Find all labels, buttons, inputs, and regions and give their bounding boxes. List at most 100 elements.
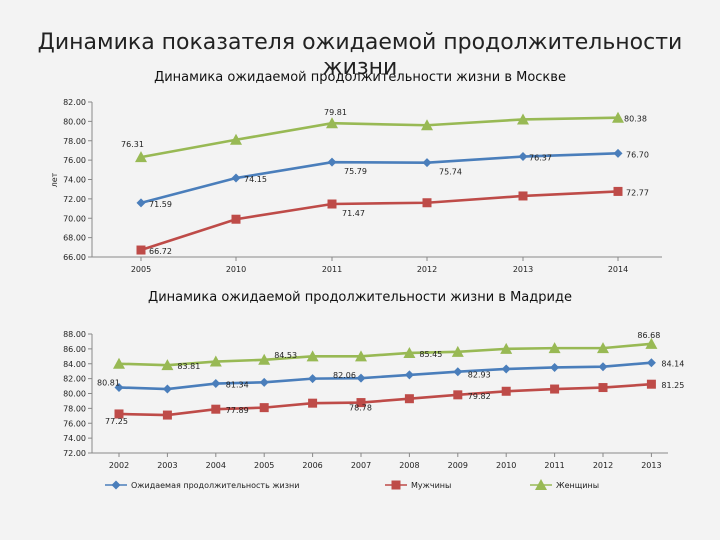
moscow-data-label: 76.37 bbox=[529, 154, 552, 163]
moscow-series-0-point bbox=[327, 157, 337, 167]
moscow-y-tick-label: 70.00 bbox=[63, 214, 86, 223]
madrid-series-1-point bbox=[162, 410, 172, 420]
moscow-series-2-line bbox=[140, 116, 619, 159]
madrid-x-tick-label: 2013 bbox=[641, 461, 661, 470]
moscow-y-tick-label: 80.00 bbox=[63, 117, 86, 126]
madrid-series-0-line bbox=[118, 361, 652, 391]
madrid-y-tick-label: 84.00 bbox=[63, 360, 86, 369]
madrid-data-label: 84.53 bbox=[274, 351, 297, 360]
madrid-series-0-point bbox=[114, 382, 124, 392]
moscow-data-label: 75.74 bbox=[439, 168, 462, 177]
madrid-series-1-point bbox=[550, 384, 560, 394]
moscow-series-0-point bbox=[518, 152, 528, 162]
moscow-x-tick-label: 2011 bbox=[322, 265, 342, 274]
moscow-series-1-point bbox=[136, 245, 146, 255]
madrid-series-1-point bbox=[404, 394, 414, 404]
madrid-series-0-point bbox=[501, 364, 511, 374]
madrid-data-label: 86.68 bbox=[637, 331, 660, 340]
madrid-y-tick-label: 78.00 bbox=[63, 404, 86, 413]
madrid-series-2-point bbox=[306, 350, 319, 362]
madrid-x-tick-label: 2010 bbox=[496, 461, 516, 470]
slide-title: Динамика показателя ожидаемой продолжите… bbox=[37, 30, 683, 80]
moscow-data-label: 76.70 bbox=[626, 150, 649, 159]
madrid-data-label: 83.81 bbox=[177, 362, 200, 371]
legend-marker-0 bbox=[111, 480, 121, 490]
madrid-y-tick-label: 88.00 bbox=[63, 330, 86, 339]
moscow-data-label: 71.59 bbox=[149, 200, 172, 209]
madrid-y-tick-label: 74.00 bbox=[63, 434, 86, 443]
moscow-y-tick-label: 72.00 bbox=[63, 195, 86, 204]
madrid-series-2-point bbox=[258, 353, 271, 365]
madrid-series-0-point bbox=[404, 370, 414, 380]
moscow-y-tick-label: 66.00 bbox=[63, 253, 86, 262]
madrid-series-0-point bbox=[211, 379, 221, 389]
moscow-x-tick-label: 2012 bbox=[417, 265, 437, 274]
moscow-y-axis-label: лет bbox=[50, 172, 59, 187]
moscow-series-0-line bbox=[140, 152, 619, 205]
madrid-data-label: 77.25 bbox=[105, 417, 128, 426]
madrid-series-2-point bbox=[403, 346, 416, 358]
madrid-series-1-point bbox=[211, 404, 221, 414]
madrid-series-0-point bbox=[646, 358, 656, 368]
moscow-data-label: 75.79 bbox=[344, 167, 367, 176]
madrid-series-1-point bbox=[259, 403, 269, 413]
madrid-y-tick-label: 80.00 bbox=[63, 390, 86, 399]
madrid-x-tick-label: 2009 bbox=[448, 461, 468, 470]
madrid-chart-title: Динамика ожидаемой продолжительности жиз… bbox=[148, 290, 572, 305]
madrid-y-tick-label: 72.00 bbox=[63, 449, 86, 458]
madrid-data-label: 81.34 bbox=[226, 381, 249, 390]
moscow-data-label: 66.72 bbox=[149, 247, 172, 256]
madrid-x-tick-label: 2007 bbox=[351, 461, 371, 470]
legend-marker-1 bbox=[391, 480, 401, 490]
madrid-series-1-point bbox=[598, 383, 608, 393]
madrid-series-1-point bbox=[646, 379, 656, 389]
madrid-y-tick-label: 86.00 bbox=[63, 345, 86, 354]
madrid-series-2-point bbox=[161, 359, 174, 371]
moscow-chart: Динамика ожидаемой продолжительности жиз… bbox=[0, 70, 720, 285]
madrid-series-0-point bbox=[598, 362, 608, 372]
madrid-x-tick-label: 2006 bbox=[302, 461, 322, 470]
madrid-series-0-point bbox=[259, 377, 269, 387]
madrid-series-1-point bbox=[453, 390, 463, 400]
madrid-x-tick-label: 2012 bbox=[593, 461, 613, 470]
madrid-x-tick-label: 2008 bbox=[399, 461, 419, 470]
moscow-series-0-point bbox=[613, 148, 623, 158]
madrid-y-tick-label: 76.00 bbox=[63, 419, 86, 428]
madrid-x-tick-label: 2011 bbox=[544, 461, 564, 470]
moscow-data-label: 71.47 bbox=[342, 209, 365, 218]
madrid-series-1-point bbox=[114, 409, 124, 419]
moscow-series-1-point bbox=[231, 214, 241, 224]
madrid-series-0-point bbox=[356, 373, 366, 383]
legend-marker-2 bbox=[535, 479, 547, 490]
moscow-x-tick-label: 2005 bbox=[131, 265, 151, 274]
madrid-series-1-point bbox=[308, 398, 318, 408]
moscow-x-tick-label: 2010 bbox=[226, 265, 246, 274]
moscow-series-1-point bbox=[613, 186, 623, 196]
madrid-series-2-point bbox=[645, 337, 658, 349]
moscow-y-tick-label: 78.00 bbox=[63, 137, 86, 146]
madrid-series-1-point bbox=[501, 386, 511, 396]
madrid-series-2-point bbox=[451, 345, 464, 357]
moscow-series-1-point bbox=[327, 199, 337, 209]
madrid-x-tick-label: 2003 bbox=[157, 461, 177, 470]
legend-label-2: Женщины bbox=[556, 481, 599, 490]
madrid-data-label: 82.93 bbox=[468, 371, 491, 380]
moscow-series-2-point bbox=[230, 133, 242, 145]
moscow-data-label: 74.15 bbox=[244, 175, 267, 184]
legend-label-1: Мужчины bbox=[411, 481, 451, 490]
moscow-y-tick-label: 68.00 bbox=[63, 234, 86, 243]
madrid-data-label: 80.81 bbox=[97, 378, 120, 387]
madrid-series-0-point bbox=[308, 374, 318, 384]
madrid-data-label: 77.89 bbox=[226, 406, 249, 415]
madrid-series-2-point bbox=[500, 342, 513, 354]
madrid-series-0-point bbox=[162, 384, 172, 394]
moscow-y-tick-label: 82.00 bbox=[63, 98, 86, 107]
moscow-series-1-line bbox=[140, 190, 619, 252]
moscow-series-2-point bbox=[326, 117, 338, 129]
madrid-series-2-point bbox=[209, 355, 222, 367]
madrid-x-tick-label: 2002 bbox=[109, 461, 129, 470]
moscow-series-0-point bbox=[136, 198, 146, 208]
moscow-data-label: 72.77 bbox=[626, 188, 649, 197]
madrid-series-1-line bbox=[118, 382, 652, 417]
moscow-series-2-point bbox=[517, 113, 529, 125]
